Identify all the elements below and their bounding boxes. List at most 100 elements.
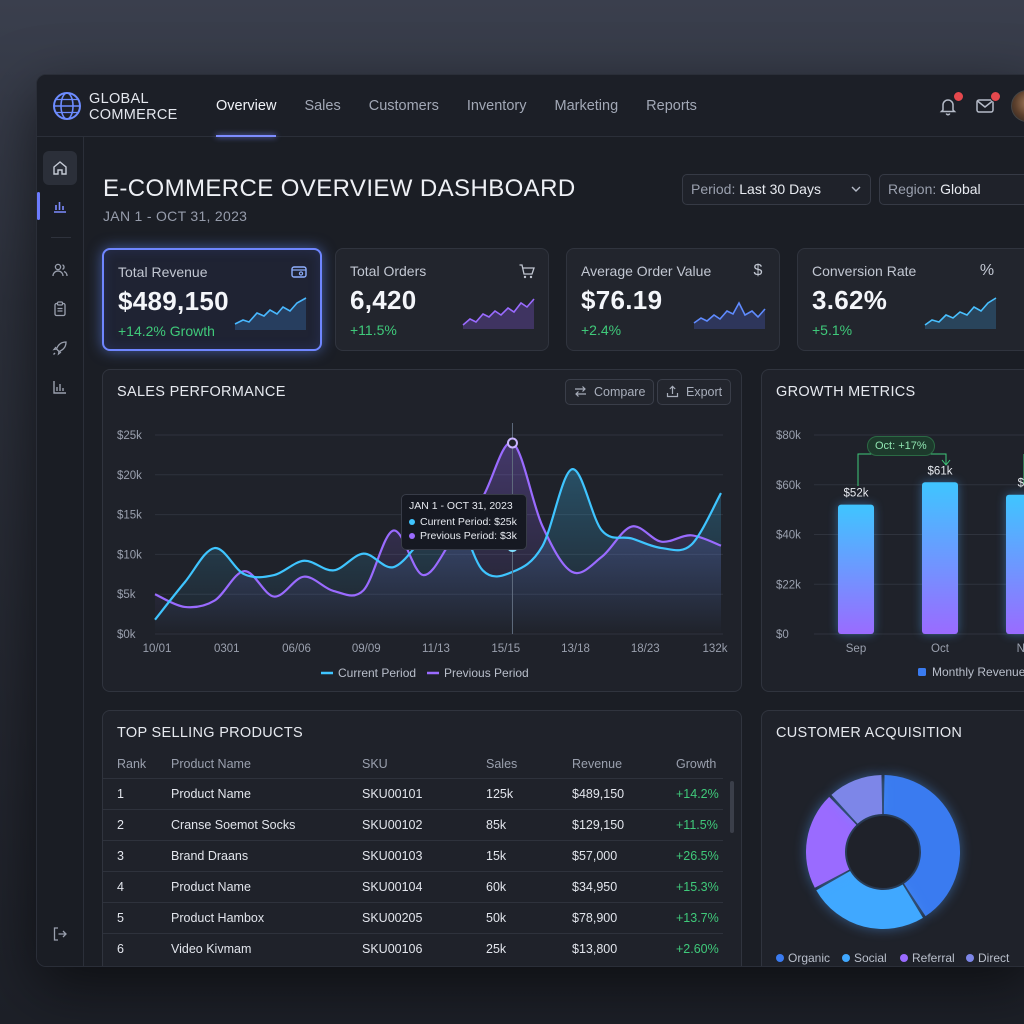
cell-sku: SKU00103 bbox=[362, 849, 423, 863]
region-select[interactable]: Region: Global bbox=[879, 174, 1024, 205]
cell-growth: +13.7% bbox=[676, 911, 719, 925]
brand-name: GLOBAL COMMERCE bbox=[89, 91, 178, 123]
sidebar-item-analytics[interactable] bbox=[43, 189, 77, 223]
table-row[interactable]: 3 Brand Draans SKU00103 15k $57,000 +26.… bbox=[103, 840, 723, 871]
wallet-icon bbox=[291, 266, 307, 278]
chart-legend: Current Period Previous Period bbox=[321, 666, 529, 680]
kpi-label: Conversion Rate bbox=[812, 263, 917, 279]
nav-marketing[interactable]: Marketing bbox=[554, 98, 619, 114]
notifications-button[interactable] bbox=[937, 91, 964, 117]
clipboard-icon bbox=[54, 301, 66, 317]
kpi-card-average-order-value[interactable]: Average Order Value $76.19 +2.4% $ bbox=[566, 248, 780, 351]
dollar-icon: $ bbox=[753, 262, 763, 279]
page-title: E-COMMERCE OVERVIEW DASHBOARD bbox=[103, 175, 576, 202]
cell-revenue: $129,150 bbox=[572, 818, 625, 832]
y-tick-label: $0 bbox=[776, 629, 789, 641]
legend-label-social: Social bbox=[854, 951, 887, 965]
table-row[interactable]: 4 Product Name SKU00104 60k $34,950 +15.… bbox=[103, 871, 723, 902]
aov-sparkline bbox=[693, 301, 766, 329]
y-tick-label: $40k bbox=[776, 530, 801, 542]
legend-label-referral: Referral bbox=[912, 951, 955, 965]
sidebar-item-orders[interactable] bbox=[43, 292, 77, 326]
cell-growth: +26.5% bbox=[676, 849, 719, 863]
cell-sku: SKU00104 bbox=[362, 880, 423, 894]
cell-growth: +11.5% bbox=[676, 818, 718, 832]
compare-button[interactable]: Compare bbox=[565, 379, 655, 405]
nav-inventory[interactable]: Inventory bbox=[466, 98, 527, 114]
column-header-growth[interactable]: Growth bbox=[676, 757, 717, 771]
nav-customers[interactable]: Customers bbox=[368, 98, 439, 114]
series-area-previous bbox=[155, 442, 721, 634]
growth-bar-chart[interactable]: $0 $22k $40k $60k $80k $52k Sep $61k Oct $6 No Mont… bbox=[762, 410, 1024, 692]
current-dot bbox=[409, 519, 415, 525]
column-header-revenue[interactable]: Revenue bbox=[572, 757, 623, 771]
table-row[interactable]: 6 Video Kivmam SKU00106 25k $13,800 +2.6… bbox=[103, 933, 723, 964]
panel-title: SALES PERFORMANCE bbox=[117, 384, 286, 400]
acquisition-donut-chart[interactable]: Organic Social Referral Direct bbox=[762, 751, 1024, 967]
legend-label-direct: Direct bbox=[978, 951, 1010, 965]
bar-value-label: $6 bbox=[1018, 478, 1024, 490]
nav-sales[interactable]: Sales bbox=[304, 98, 341, 114]
y-tick-label: $0k bbox=[117, 629, 136, 641]
main-nav: Overview Sales Customers Inventory Marke… bbox=[216, 75, 725, 137]
sales-performance-panel: SALES PERFORMANCE Compare Export $0k $5k $… bbox=[102, 369, 742, 692]
legend-dot-social bbox=[842, 954, 850, 962]
kpi-card-total-revenue[interactable]: Total Revenue $489,150 +14.2% Growth bbox=[102, 248, 322, 351]
legend-dot-organic bbox=[776, 954, 784, 962]
user-avatar[interactable] bbox=[1011, 90, 1024, 122]
export-button[interactable]: Export bbox=[657, 379, 732, 405]
mail-icon bbox=[976, 99, 994, 113]
nav-reports[interactable]: Reports bbox=[646, 98, 697, 114]
donut-slice-social bbox=[816, 870, 923, 929]
cell-revenue: $13,800 bbox=[572, 942, 618, 956]
sales-line-chart[interactable]: $0k $5k $10k $15k $20k $25k 10/01 0301 06/06 09/0… bbox=[103, 410, 742, 692]
x-tick-label: 0301 bbox=[214, 643, 240, 655]
legend-label-organic: Organic bbox=[788, 951, 830, 965]
period-select-label: Period: bbox=[691, 181, 736, 197]
sidebar-item-users[interactable] bbox=[43, 253, 77, 287]
nav-overview[interactable]: Overview bbox=[216, 75, 277, 137]
y-tick-label: $22k bbox=[776, 579, 801, 591]
sidebar-item-launch[interactable] bbox=[43, 331, 77, 365]
table-row[interactable]: 1 Product Name SKU00101 125k $489,150 +1… bbox=[103, 778, 723, 809]
tooltip-title: JAN 1 - OCT 31, 2023 bbox=[409, 500, 513, 512]
panel-title: GROWTH METRICS bbox=[776, 384, 916, 400]
kpi-value: $76.19 bbox=[581, 285, 663, 315]
x-tick-label: Oct bbox=[931, 643, 950, 655]
table-row[interactable]: 5 Product Hambox SKU00205 50k $78,900 +1… bbox=[103, 902, 723, 933]
series-line-previous bbox=[154, 441, 722, 609]
kpi-change: +14.2% Growth bbox=[118, 323, 215, 339]
messages-button[interactable] bbox=[974, 91, 1001, 117]
cell-product: Brand Draans bbox=[171, 849, 249, 863]
column-header-sku[interactable]: SKU bbox=[362, 757, 388, 771]
cell-sales: 15k bbox=[486, 849, 507, 863]
x-tick-label: 10/01 bbox=[143, 643, 172, 655]
sidebar-item-home[interactable] bbox=[43, 151, 77, 185]
table-row[interactable]: 2 Cranse Soemot Socks SKU00102 85k $129,… bbox=[103, 809, 723, 840]
bar-oct bbox=[922, 482, 958, 634]
globe-logo-icon[interactable] bbox=[52, 91, 82, 121]
period-select[interactable]: Period: Last 30 Days bbox=[682, 174, 871, 205]
column-header-product[interactable]: Product Name bbox=[171, 757, 251, 771]
x-tick-label: 13/18 bbox=[561, 643, 590, 655]
sidebar-logout[interactable] bbox=[43, 917, 77, 951]
column-header-sales[interactable]: Sales bbox=[486, 757, 518, 771]
tooltip-current-text: Current Period: $25k bbox=[420, 516, 517, 528]
kpi-card-total-orders[interactable]: Total Orders 6,420 +11.5% bbox=[335, 248, 549, 351]
growth-metrics-panel: GROWTH METRICS $0 $22k $40k $60k $80k $52k Sep… bbox=[761, 369, 1024, 692]
y-tick-label: $20k bbox=[117, 470, 142, 482]
x-tick-label: 09/09 bbox=[352, 643, 381, 655]
cell-rank: 2 bbox=[117, 818, 124, 832]
growth-annotation: Oct: +17% bbox=[867, 436, 935, 456]
export-icon bbox=[666, 385, 679, 398]
home-icon bbox=[53, 161, 67, 175]
column-header-rank[interactable]: Rank bbox=[117, 757, 147, 771]
customer-acquisition-panel: CUSTOMER ACQUISITION Organic Social Referr… bbox=[761, 710, 1024, 967]
x-tick-label: 06/06 bbox=[282, 643, 311, 655]
sidebar-item-reports[interactable] bbox=[43, 370, 77, 404]
x-tick-label: 132k bbox=[703, 643, 728, 655]
table-scrollbar[interactable] bbox=[730, 781, 734, 833]
rocket-icon bbox=[52, 341, 67, 356]
kpi-card-conversion-rate[interactable]: Conversion Rate 3.62% +5.1% % bbox=[797, 248, 1024, 351]
cell-sales: 25k bbox=[486, 942, 507, 956]
